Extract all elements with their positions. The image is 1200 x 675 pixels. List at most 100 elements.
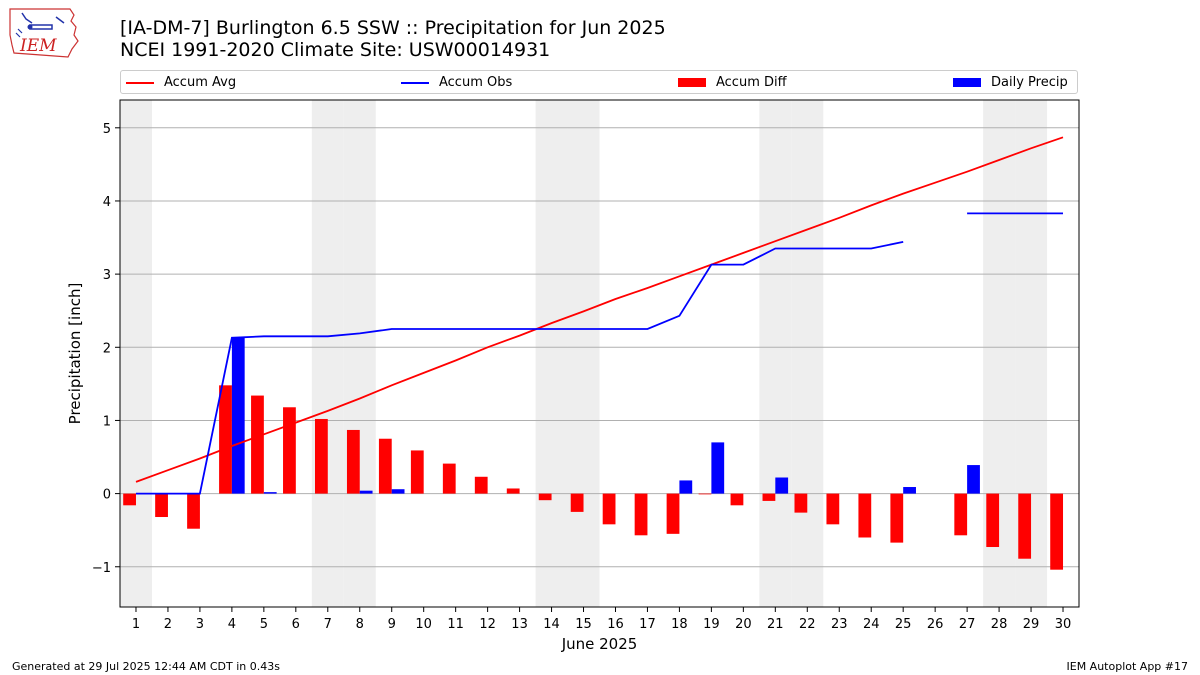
x-tick-label-3: 3 — [196, 617, 204, 632]
accum-diff-bar-day-3 — [187, 493, 200, 529]
accum-diff-bar-day-24 — [858, 493, 872, 538]
chart-subtitle: NCEI 1991-2020 Climate Site: USW00014931 — [120, 39, 551, 61]
x-tick-label-6: 6 — [292, 617, 300, 632]
x-tick-label-29: 29 — [1023, 617, 1040, 632]
legend-item-daily-precip: Daily Precip — [953, 74, 1068, 91]
y-tick-label-1: 1 — [103, 414, 111, 429]
accum-diff-bar-day-20 — [730, 493, 744, 506]
y-tick-label-0: 0 — [103, 488, 111, 503]
accum-avg-line-segment-0 — [135, 136, 1064, 483]
accum-diff-bar-day-29 — [1018, 493, 1032, 559]
logo-text: IEM — [19, 36, 57, 56]
accum-diff-bar-day-9 — [378, 438, 392, 494]
x-tick-label-10: 10 — [415, 617, 432, 632]
x-tick-label-28: 28 — [991, 617, 1008, 632]
accum-diff-bar-day-14 — [538, 493, 552, 501]
daily-precip-bar-day-9 — [391, 489, 405, 494]
daily-precip-bar-day-18 — [679, 480, 693, 494]
weekend-shade-day-7 — [311, 100, 344, 607]
accum-diff-bar-day-23 — [826, 493, 840, 525]
weekend-shade-day-15 — [567, 100, 600, 607]
y-tick-label-5: 5 — [103, 122, 111, 137]
daily-precip-bar-day-5 — [263, 492, 277, 494]
x-tick-label-18: 18 — [671, 617, 688, 632]
accum-diff-bar-day-12 — [474, 476, 488, 494]
x-tick-label-20: 20 — [735, 617, 752, 632]
y-tick-label--1: −1 — [92, 561, 111, 576]
legend: Accum Avg Accum Obs Accum Diff Daily Pre… — [120, 70, 1078, 94]
x-tick-label-30: 30 — [1055, 617, 1072, 632]
y-tick-label-4: 4 — [103, 195, 111, 210]
accum-diff-bar-day-1 — [123, 493, 136, 506]
x-tick-label-2: 2 — [164, 617, 172, 632]
x-tick-label-13: 13 — [511, 617, 528, 632]
x-tick-label-26: 26 — [927, 617, 944, 632]
legend-item-accum-diff: Accum Diff — [678, 74, 787, 91]
x-tick-label-15: 15 — [575, 617, 592, 632]
x-tick-label-19: 19 — [703, 617, 720, 632]
legend-swatch-accum-avg — [126, 81, 154, 84]
footer-app-text: IEM Autoplot App #17 — [1066, 660, 1189, 673]
x-tick-label-14: 14 — [543, 617, 560, 632]
accum-diff-bar-day-21 — [762, 493, 776, 501]
y-axis-label: Precipitation [inch] — [66, 283, 84, 425]
accum-diff-bar-day-18 — [666, 493, 680, 534]
daily-precip-bar-day-19 — [711, 442, 725, 494]
x-tick-label-5: 5 — [260, 617, 268, 632]
accum-diff-bar-day-6 — [283, 407, 296, 494]
legend-label-accum-diff: Accum Diff — [716, 75, 787, 90]
accum-diff-bar-day-13 — [506, 488, 520, 494]
daily-precip-bar-day-25 — [903, 487, 916, 494]
daily-precip-bar-day-21 — [775, 477, 789, 494]
accum-diff-bar-day-17 — [634, 493, 648, 536]
accum-diff-bar-day-16 — [602, 493, 616, 525]
accum-diff-bar-day-11 — [442, 463, 456, 494]
x-tick-label-9: 9 — [388, 617, 396, 632]
weekend-shade-day-8 — [343, 100, 376, 607]
accum-diff-bar-day-4 — [219, 385, 232, 494]
x-tick-label-22: 22 — [799, 617, 816, 632]
weekend-shade-day-1 — [120, 100, 152, 607]
legend-label-accum-obs: Accum Obs — [439, 75, 513, 90]
x-tick-label-11: 11 — [447, 617, 464, 632]
x-tick-label-25: 25 — [895, 617, 912, 632]
legend-label-daily-precip: Daily Precip — [991, 75, 1068, 90]
accum-diff-bar-day-19 — [698, 493, 712, 495]
x-tick-label-21: 21 — [767, 617, 784, 632]
legend-swatch-daily-precip — [953, 78, 981, 87]
legend-swatch-accum-obs — [401, 81, 429, 84]
x-tick-label-4: 4 — [228, 617, 236, 632]
accum-diff-bar-day-27 — [954, 493, 968, 536]
daily-precip-bar-day-27 — [967, 465, 980, 494]
weekend-shade-day-14 — [535, 100, 568, 607]
x-tick-label-23: 23 — [831, 617, 848, 632]
plot-area-frame — [119, 99, 1080, 608]
legend-item-accum-obs: Accum Obs — [401, 74, 512, 91]
accum-diff-bar-day-25 — [890, 493, 904, 543]
iem-logo: IEM — [9, 8, 79, 58]
accum-obs-line-segment-0 — [136, 241, 904, 495]
y-tick-label-3: 3 — [103, 268, 111, 283]
chart-title: [IA-DM-7] Burlington 6.5 SSW :: Precipit… — [120, 17, 666, 39]
legend-label-accum-avg: Accum Avg — [164, 75, 237, 90]
x-tick-label-1: 1 — [132, 617, 140, 632]
accum-diff-bar-day-30 — [1050, 493, 1064, 570]
accum-diff-bar-day-5 — [251, 395, 264, 494]
x-axis-label: June 2025 — [561, 635, 638, 653]
x-tick-label-27: 27 — [959, 617, 976, 632]
x-tick-label-12: 12 — [479, 617, 496, 632]
accum-diff-bar-day-10 — [410, 450, 424, 494]
daily-precip-bar-day-8 — [359, 490, 373, 494]
legend-swatch-accum-diff — [678, 78, 706, 87]
accum-diff-bar-day-7 — [314, 418, 328, 494]
weekend-shade-day-21 — [759, 100, 792, 607]
accum-diff-bar-day-2 — [155, 493, 168, 518]
x-tick-label-16: 16 — [607, 617, 624, 632]
accum-diff-bar-day-8 — [346, 429, 360, 494]
x-tick-label-24: 24 — [863, 617, 880, 632]
x-tick-label-7: 7 — [324, 617, 332, 632]
footer-generated-text: Generated at 29 Jul 2025 12:44 AM CDT in… — [12, 660, 280, 673]
weekend-shade-day-22 — [791, 100, 824, 607]
accum-diff-bar-day-28 — [986, 493, 1000, 548]
accum-diff-bar-day-15 — [570, 493, 584, 512]
